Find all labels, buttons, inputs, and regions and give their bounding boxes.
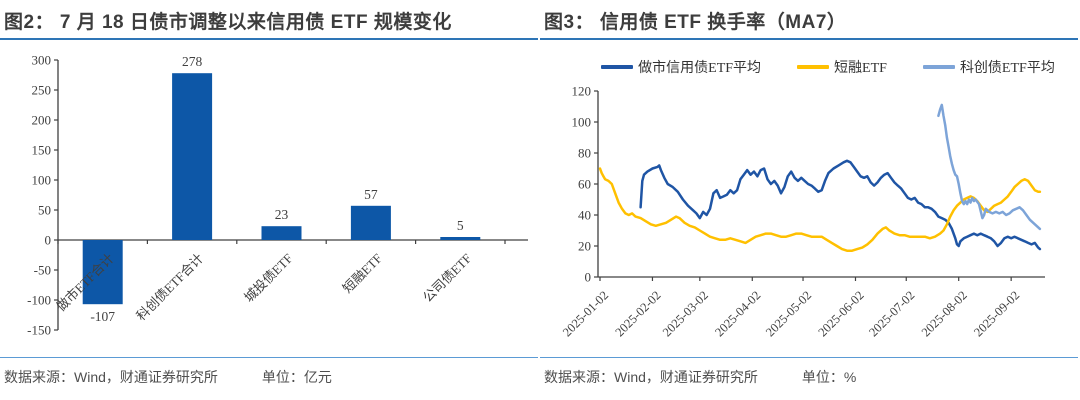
legend-label: 做市信用债ETF平均 [638,61,762,76]
x-tick-label: 2025-01-02 [560,288,611,339]
x-tick-label: 2025-05-02 [763,288,814,339]
legend-label: 短融ETF [834,61,887,76]
y-tick-label: 250 [32,83,52,98]
legend-item-0: 做市信用债ETF平均 [601,57,761,77]
y-tick-label: 200 [32,113,52,128]
y-tick-label: -50 [34,263,51,278]
series-line-0 [639,159,1042,251]
y-tick-label: 150 [32,143,52,158]
figure2-footer: 数据来源：Wind，财通证券研究所 单位：亿元 [0,357,538,387]
figure2-title: 图2： 7 月 18 日债市调整以来信用债 ETF 规模变化 [0,0,538,40]
figure3-panel: 图3： 信用债 ETF 换手率（MA7） 做市信用债ETF平均 短融ETF 科创债E… [540,0,1080,400]
y-tick-label: 100 [572,115,592,130]
category-label: 城投债ETF [241,251,296,306]
figure2-source: 数据来源：Wind，财通证券研究所 [4,369,218,385]
bar-value-label: 57 [364,187,378,202]
y-tick-label: 50 [38,203,51,218]
x-tick-label: 2025-07-02 [866,288,917,339]
bar-1 [172,73,213,240]
y-tick-label: 120 [572,84,592,99]
figure3-unit: 单位：% [801,369,857,385]
legend-line-swatch [601,65,634,69]
figure3-footer: 数据来源：Wind，财通证券研究所 单位：% [540,357,1078,387]
y-tick-label: 100 [32,173,52,188]
x-tick-label: 2025-04-02 [712,288,763,339]
line-chart-legend: 做市信用债ETF平均 短融ETF 科创债ETF平均 [598,57,1058,77]
x-tick-label: 2025-09-02 [971,288,1022,339]
y-tick-label: 300 [32,53,52,68]
figure2-panel: 图2： 7 月 18 日债市调整以来信用债 ETF 规模变化 -150 -100 -… [0,0,538,387]
figure2-unit: 单位：亿元 [261,369,332,385]
figure3-title: 图3： 信用债 ETF 换手率（MA7） [540,0,1078,40]
legend-line-swatch [797,65,830,69]
bar-2 [261,226,302,240]
bar-chart: -150-100-50050100150200250300-107做市ETF合计… [27,53,528,338]
bar-value-label: -107 [90,309,115,324]
y-tick-label: 0 [45,233,52,248]
y-tick-label: 20 [578,239,591,254]
x-tick-label: 2025-02-02 [612,288,663,339]
y-tick-label: -150 [27,323,51,338]
series-line-1 [598,167,1042,252]
y-tick-label: 40 [578,208,591,223]
bar-value-label: 23 [275,207,289,222]
category-label: 短融ETF [340,251,385,296]
legend-label: 科创债ETF平均 [959,61,1055,76]
bar-4 [440,237,481,240]
y-tick-label: 60 [578,177,591,192]
y-tick-label: 80 [578,146,591,161]
bar-value-label: 278 [182,54,203,69]
bar-0 [82,240,123,305]
x-tick-label: 2025-06-02 [815,288,866,339]
bar-value-label: 5 [457,218,464,233]
x-tick-label: 2025-03-02 [660,288,711,339]
series-line-2 [937,103,1042,231]
legend-line-swatch [922,65,955,69]
y-tick-label: -100 [27,293,51,308]
bar-3 [350,205,391,240]
x-tick-label: 2025-08-02 [919,288,970,339]
legend-item-1: 短融ETF [797,57,887,77]
category-label: 科创债ETF合计 [133,251,206,324]
figure3-source: 数据来源：Wind，财通证券研究所 [544,369,758,385]
category-label: 公司债ETF [420,251,475,306]
y-tick-label: 0 [585,270,592,285]
legend-item-2: 科创债ETF平均 [922,57,1055,77]
